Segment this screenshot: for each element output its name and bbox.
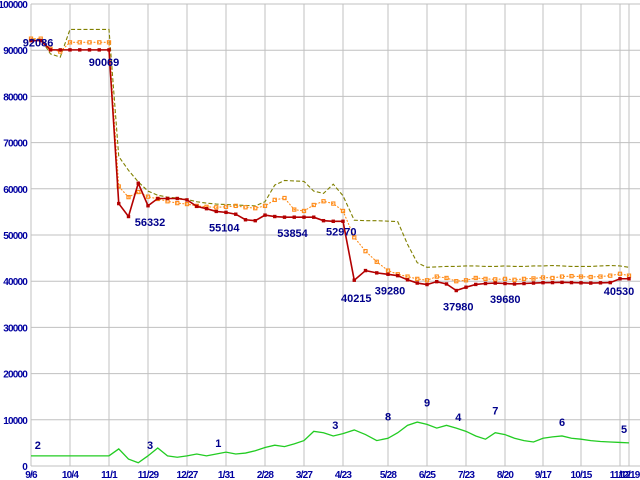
svg-text:12/19: 12/19	[618, 470, 640, 480]
svg-text:8/20: 8/20	[497, 470, 515, 480]
svg-text:11/1: 11/1	[101, 470, 118, 480]
svg-text:100000: 100000	[0, 0, 28, 11]
svg-text:39680: 39680	[490, 294, 521, 306]
svg-text:12/27: 12/27	[176, 470, 198, 480]
svg-text:2/28: 2/28	[257, 470, 275, 480]
svg-text:9/17: 9/17	[535, 470, 553, 480]
svg-text:5: 5	[621, 424, 627, 436]
svg-text:2: 2	[35, 440, 41, 452]
svg-text:9: 9	[424, 397, 430, 409]
svg-text:40530: 40530	[604, 286, 635, 298]
svg-text:5/28: 5/28	[380, 470, 398, 480]
svg-text:6/25: 6/25	[419, 470, 437, 480]
svg-text:60000: 60000	[3, 185, 28, 196]
svg-text:20000: 20000	[3, 370, 28, 381]
svg-text:56332: 56332	[135, 217, 166, 229]
svg-text:3: 3	[147, 440, 153, 452]
svg-text:1: 1	[215, 438, 221, 450]
svg-text:92086: 92086	[23, 38, 54, 50]
svg-text:3/27: 3/27	[296, 470, 314, 480]
svg-text:40215: 40215	[341, 293, 372, 305]
svg-text:39280: 39280	[375, 285, 406, 297]
svg-text:4/23: 4/23	[335, 470, 353, 480]
svg-text:52970: 52970	[326, 226, 357, 238]
svg-text:1/31: 1/31	[218, 470, 236, 480]
svg-text:10/15: 10/15	[570, 470, 592, 480]
svg-text:37980: 37980	[443, 302, 474, 314]
svg-text:55104: 55104	[209, 222, 240, 234]
svg-text:40000: 40000	[3, 277, 28, 288]
svg-text:50000: 50000	[3, 231, 28, 242]
svg-text:80000: 80000	[3, 92, 28, 103]
svg-text:6: 6	[559, 417, 565, 429]
svg-text:4: 4	[455, 412, 462, 424]
svg-text:53854: 53854	[277, 228, 308, 240]
svg-text:11/29: 11/29	[138, 470, 160, 480]
svg-text:90069: 90069	[89, 57, 120, 69]
svg-text:8: 8	[385, 411, 391, 423]
svg-text:10000: 10000	[3, 416, 28, 427]
svg-text:7: 7	[492, 406, 498, 418]
svg-text:7/23: 7/23	[458, 470, 476, 480]
svg-text:9/6: 9/6	[25, 470, 38, 480]
svg-text:3: 3	[332, 420, 338, 432]
svg-text:10/4: 10/4	[62, 470, 80, 480]
svg-text:30000: 30000	[3, 323, 28, 334]
svg-text:70000: 70000	[3, 139, 28, 150]
